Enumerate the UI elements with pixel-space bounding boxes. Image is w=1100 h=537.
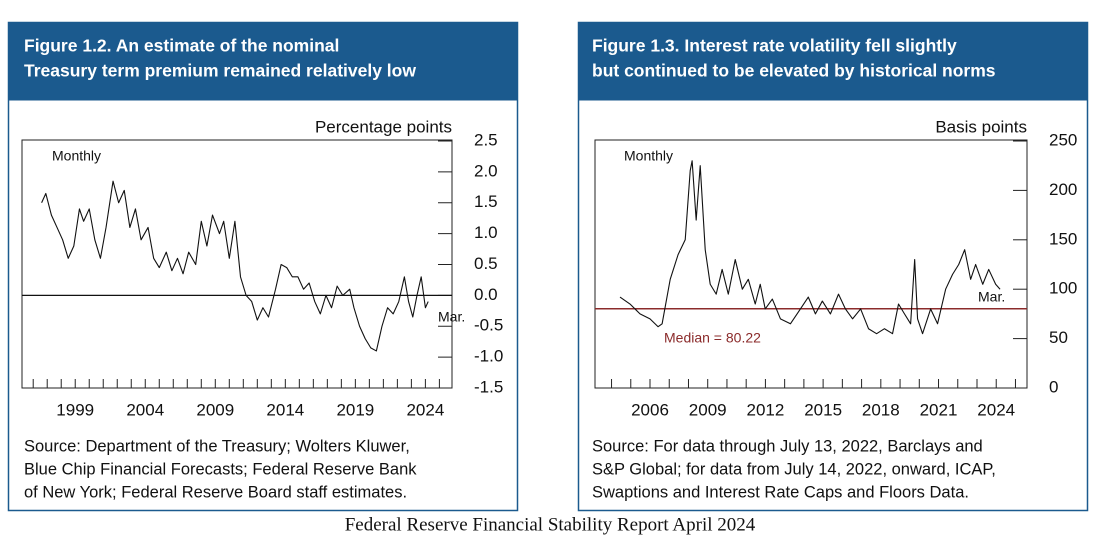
y-tick-label: -1.5 [474, 377, 503, 396]
y-tick-label: 0.5 [474, 254, 498, 273]
median-label: Median = 80.22 [664, 330, 761, 346]
source-note: S&P Global; for data from July 14, 2022,… [592, 460, 996, 478]
panel-title: but continued to be elevated by historic… [592, 61, 996, 81]
y-tick-label: -1.0 [474, 347, 503, 366]
x-tick-label: 2024 [406, 400, 444, 419]
source-note: Blue Chip Financial Forecasts; Federal R… [24, 460, 417, 478]
annotation: Mar. [978, 289, 1005, 305]
y-tick-label: 2.0 [474, 161, 498, 180]
panel-title: Figure 1.3. Interest rate volatility fel… [592, 36, 957, 56]
y-tick-label: 2.5 [474, 130, 498, 149]
x-tick-label: 2021 [920, 400, 958, 419]
y-tick-label: 0 [1049, 377, 1058, 396]
panel-header [8, 22, 518, 101]
plot-frame [21, 139, 453, 389]
x-tick-label: 2009 [196, 400, 234, 419]
panel-title: Figure 1.2. An estimate of the nominal [24, 36, 339, 56]
x-tick-label: 2015 [804, 400, 842, 419]
data-line [619, 160, 1001, 335]
y-axis-label: Basis points [935, 117, 1027, 136]
y-tick-label: 1.5 [474, 192, 498, 211]
source-note: of New York; Federal Reserve Board staff… [24, 483, 407, 501]
annotation: Monthly [52, 148, 101, 164]
x-tick-label: 1999 [56, 400, 94, 419]
x-tick-label: 2018 [862, 400, 900, 419]
y-tick-label: 0.0 [474, 285, 498, 304]
source-note: Swaptions and Interest Rate Caps and Flo… [592, 483, 969, 501]
annotation: Mar. [438, 309, 465, 325]
y-axis-label: Percentage points [315, 117, 452, 136]
y-tick-label: -0.5 [474, 316, 503, 335]
y-tick-label: 150 [1049, 229, 1077, 248]
data-line [41, 180, 429, 352]
panel-header [578, 22, 1088, 101]
y-tick-label: 250 [1049, 130, 1077, 149]
x-tick-label: 2012 [747, 400, 785, 419]
y-tick-label: 1.0 [474, 223, 498, 242]
x-tick-label: 2009 [689, 400, 727, 419]
panel-title: Treasury term premium remained relativel… [24, 61, 416, 81]
x-tick-label: 2006 [631, 400, 669, 419]
x-tick-label: 2019 [336, 400, 374, 419]
x-tick-label: 2004 [126, 400, 164, 419]
y-tick-label: 200 [1049, 180, 1077, 199]
source-note: Source: For data through July 13, 2022, … [592, 437, 983, 455]
y-tick-label: 100 [1049, 279, 1077, 298]
source-note: Source: Department of the Treasury; Wolt… [24, 437, 410, 455]
plot-frame [594, 139, 1028, 389]
y-tick-label: 50 [1049, 328, 1068, 347]
footer: Federal Reserve Financial Stability Repo… [345, 514, 756, 535]
x-tick-label: 2024 [977, 400, 1015, 419]
x-tick-label: 2014 [266, 400, 304, 419]
annotation: Monthly [624, 148, 673, 164]
